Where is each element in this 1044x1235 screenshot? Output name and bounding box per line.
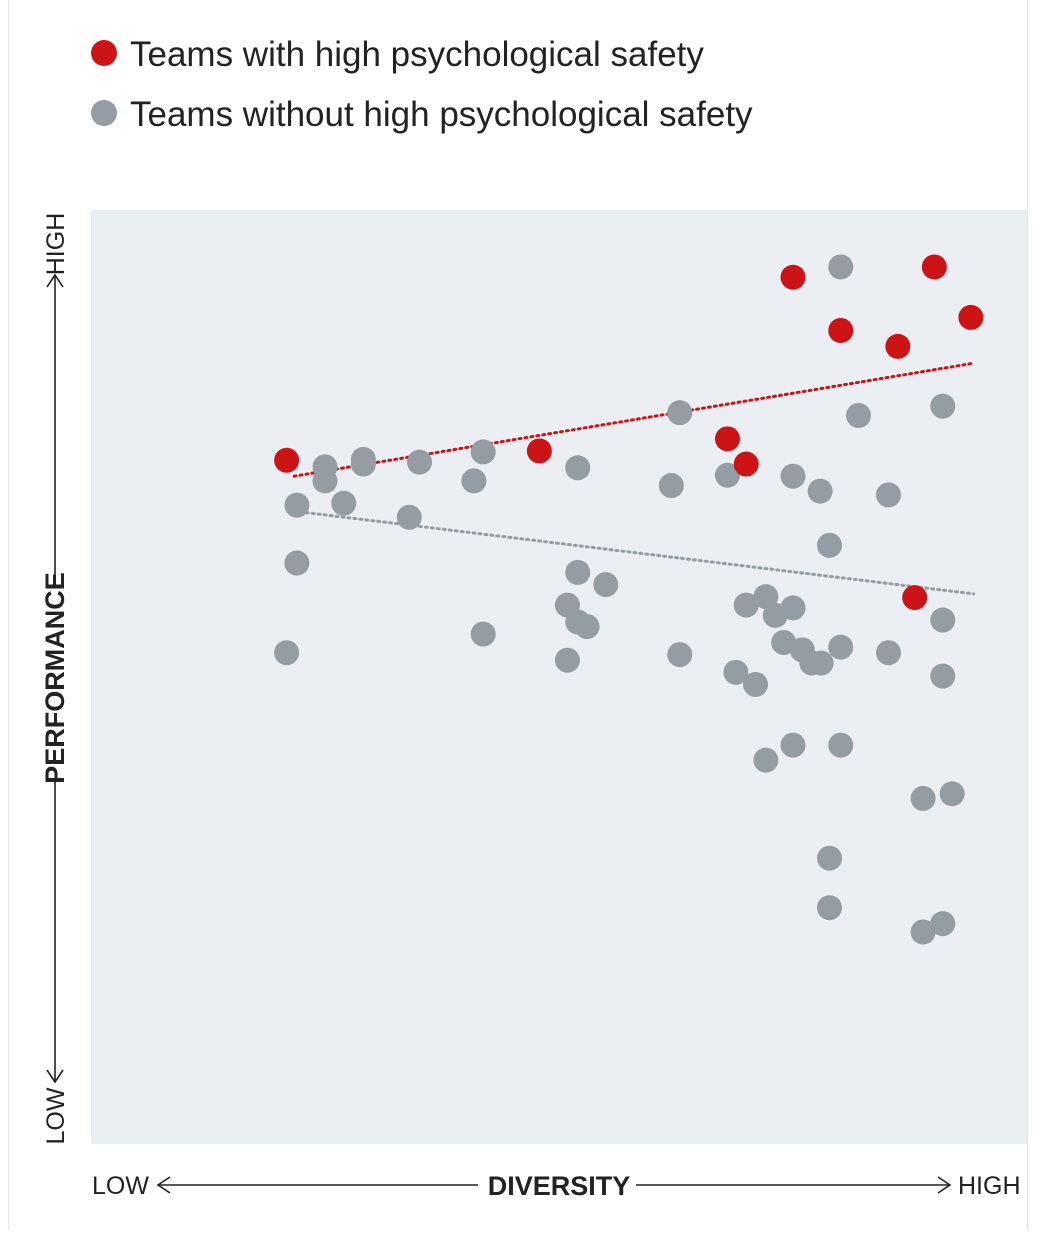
data-point-red[interactable]: [714, 426, 740, 452]
data-point-gray[interactable]: [817, 532, 843, 558]
data-point-gray[interactable]: [284, 492, 310, 518]
data-point-red[interactable]: [902, 585, 928, 611]
data-point-gray[interactable]: [807, 478, 833, 504]
x-axis-low-label: LOW: [92, 1172, 149, 1200]
data-point-gray[interactable]: [667, 400, 693, 426]
y-axis: HIGH PERFORMANCE LOW: [40, 213, 70, 1145]
legend: Teams with high psychological safety Tea…: [91, 35, 753, 134]
data-point-red[interactable]: [733, 451, 759, 477]
data-point-gray[interactable]: [470, 621, 496, 647]
plot-area: [91, 210, 1027, 1144]
data-point-gray[interactable]: [930, 663, 956, 689]
data-point-gray[interactable]: [910, 785, 936, 811]
data-point-gray[interactable]: [771, 629, 797, 655]
data-point-gray[interactable]: [593, 572, 619, 598]
trend-line-without-high-safety: [304, 511, 976, 596]
data-point-red[interactable]: [885, 333, 911, 359]
data-point-red[interactable]: [828, 317, 854, 343]
data-point-gray[interactable]: [817, 895, 843, 921]
trend-line-high-safety: [292, 361, 976, 478]
data-point-gray[interactable]: [780, 595, 806, 621]
data-point-gray[interactable]: [930, 393, 956, 419]
data-point-gray[interactable]: [828, 254, 854, 280]
data-point-gray[interactable]: [753, 747, 779, 773]
data-point-gray[interactable]: [780, 463, 806, 489]
x-axis-high-label: HIGH: [958, 1172, 1021, 1200]
y-axis-high-label: HIGH: [42, 213, 70, 276]
data-point-gray[interactable]: [461, 468, 487, 494]
data-point-gray[interactable]: [565, 559, 591, 585]
data-point-gray[interactable]: [312, 468, 338, 494]
data-point-gray[interactable]: [284, 550, 310, 576]
data-point-gray[interactable]: [753, 584, 779, 610]
data-point-gray[interactable]: [875, 640, 901, 666]
data-point-gray[interactable]: [554, 647, 580, 673]
frame-right-border: [1027, 0, 1028, 1230]
y-axis-down-arrow: [46, 1069, 64, 1084]
data-points: [274, 254, 984, 945]
data-point-gray[interactable]: [846, 402, 872, 428]
data-point-gray[interactable]: [470, 439, 496, 465]
data-point-gray[interactable]: [658, 473, 684, 499]
legend-item-without-high-safety[interactable]: Teams without high psychological safety: [91, 95, 753, 134]
data-point-gray[interactable]: [667, 642, 693, 668]
data-point-gray[interactable]: [808, 650, 834, 676]
legend-label: Teams without high psychological safety: [130, 95, 753, 134]
data-point-gray[interactable]: [733, 592, 759, 618]
x-axis-right-arrow: [937, 1176, 952, 1194]
y-axis-up-arrow: [46, 273, 64, 288]
data-point-gray[interactable]: [910, 919, 936, 945]
data-point-gray[interactable]: [939, 781, 965, 807]
data-point-gray[interactable]: [817, 845, 843, 871]
data-point-gray[interactable]: [828, 634, 854, 660]
data-point-gray[interactable]: [743, 671, 769, 697]
x-axis-left-arrow: [156, 1176, 171, 1194]
data-point-gray[interactable]: [331, 490, 357, 516]
data-point-red[interactable]: [958, 304, 984, 330]
series-without-high-safety: [274, 254, 965, 945]
data-point-gray[interactable]: [828, 732, 854, 758]
data-point-gray[interactable]: [930, 607, 956, 633]
legend-swatch-gray: [91, 100, 117, 126]
data-point-gray[interactable]: [875, 482, 901, 508]
data-point-red[interactable]: [780, 264, 806, 290]
data-point-gray[interactable]: [407, 449, 433, 475]
series-high-safety: [274, 254, 984, 611]
data-point-red[interactable]: [921, 254, 947, 280]
legend-label: Teams with high psychological safety: [130, 35, 704, 74]
data-point-red[interactable]: [274, 447, 300, 473]
legend-item-high-safety[interactable]: Teams with high psychological safety: [91, 35, 704, 74]
y-axis-title: PERFORMANCE: [40, 572, 70, 784]
data-point-gray[interactable]: [723, 659, 749, 685]
data-point-gray[interactable]: [714, 462, 740, 488]
data-point-gray[interactable]: [930, 911, 956, 937]
data-point-red[interactable]: [526, 438, 552, 464]
data-point-gray[interactable]: [274, 640, 300, 666]
data-point-gray[interactable]: [396, 504, 422, 530]
x-axis-title: DIVERSITY: [488, 1171, 631, 1201]
frame-left-border: [8, 0, 9, 1230]
data-point-gray[interactable]: [780, 732, 806, 758]
trend-lines: [292, 361, 976, 596]
data-point-gray[interactable]: [574, 614, 600, 640]
data-point-gray[interactable]: [565, 455, 591, 481]
legend-swatch-red: [91, 40, 117, 66]
data-point-gray[interactable]: [350, 446, 376, 472]
y-axis-low-label: LOW: [42, 1087, 70, 1144]
x-axis: LOW DIVERSITY HIGH: [92, 1171, 1021, 1201]
